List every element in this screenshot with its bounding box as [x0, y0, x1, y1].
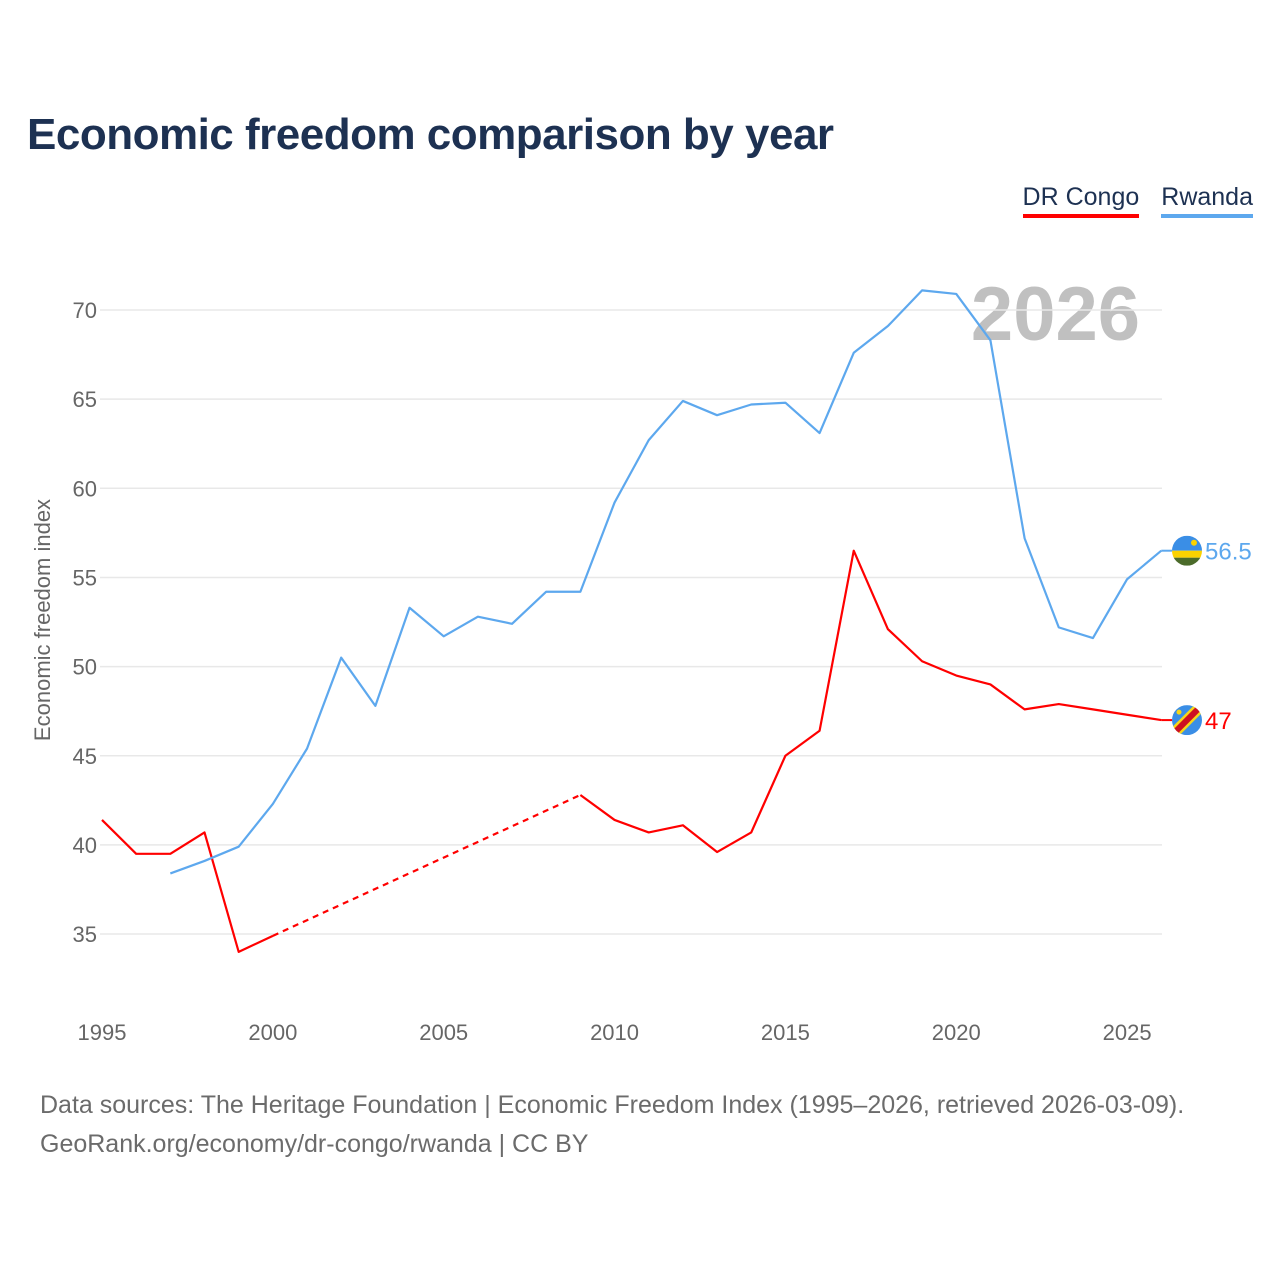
legend-rwanda[interactable]: Rwanda — [1161, 183, 1253, 218]
x-tick-label: 1995 — [78, 1020, 127, 1045]
series-line-1 — [169, 289, 1162, 875]
legend: DR Congo Rwanda — [1022, 183, 1253, 218]
dr-congo-flag-icon — [1172, 705, 1202, 736]
x-tick-label: 2010 — [590, 1020, 639, 1045]
x-tick-label: 2015 — [761, 1020, 810, 1045]
chart-title: Economic freedom comparison by year — [27, 110, 834, 159]
x-tick-label: 2020 — [932, 1020, 981, 1045]
end-value-label-1: 56.5 — [1205, 539, 1252, 566]
y-axis-label: Economic freedom index — [30, 499, 55, 741]
y-tick-label: 55 — [73, 565, 97, 590]
y-tick-label: 45 — [73, 744, 97, 769]
y-tick-label: 70 — [73, 298, 97, 323]
y-tick-label: 35 — [73, 922, 97, 947]
source-line-1: Data sources: The Heritage Foundation | … — [40, 1091, 1185, 1119]
x-tick-label: 2000 — [248, 1020, 297, 1045]
source-line-2[interactable]: GeoRank.org/economy/dr-congo/rwanda | CC… — [40, 1130, 589, 1158]
x-tick-label: 2025 — [1103, 1020, 1152, 1045]
rwanda-flag-icon — [1172, 535, 1202, 566]
series-line-0 — [579, 549, 1162, 854]
series-line-0 — [101, 819, 274, 953]
end-value-label-0: 47 — [1205, 708, 1232, 735]
y-tick-label: 65 — [73, 387, 97, 412]
source-note: Data sources: The Heritage Foundation | … — [40, 1086, 1184, 1164]
y-tick-label: 60 — [73, 476, 97, 501]
legend-dr-congo[interactable]: DR Congo — [1022, 183, 1140, 218]
series-gap-dashed-0 — [272, 793, 581, 937]
y-tick-label: 40 — [73, 833, 97, 858]
x-tick-label: 2005 — [419, 1020, 468, 1045]
y-tick-label: 50 — [73, 655, 97, 680]
year-watermark: 2026 — [971, 272, 1140, 357]
